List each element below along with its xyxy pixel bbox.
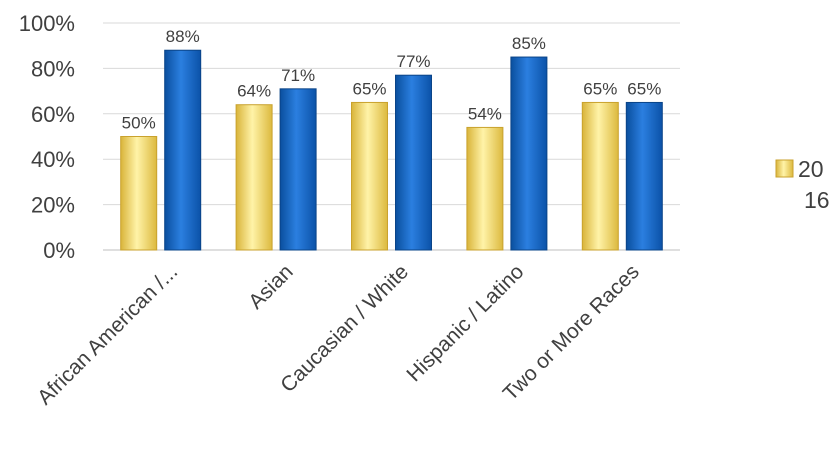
data-label: 65%	[583, 79, 617, 98]
y-tick-label: 60%	[31, 102, 75, 127]
x-category-label: Asian	[244, 260, 297, 313]
legend-text-line-1: 20	[798, 156, 824, 182]
y-tick-label: 40%	[31, 147, 75, 172]
y-axis: 0% 20% 40% 60% 80% 100%	[19, 11, 75, 263]
bar-series-2	[164, 49, 202, 251]
legend: 20 16	[775, 156, 830, 213]
x-category-label: Caucasian / White	[276, 260, 413, 397]
data-label: 64%	[237, 82, 271, 101]
y-tick-label: 100%	[19, 11, 75, 36]
y-tick-label: 20%	[31, 193, 75, 218]
bar-series-2	[510, 56, 548, 251]
data-label: 54%	[468, 104, 502, 123]
bars	[120, 49, 663, 251]
bar-series-1	[581, 101, 619, 251]
bar-series-2	[279, 88, 317, 251]
data-label: 77%	[396, 52, 430, 71]
y-tick-label: 0%	[43, 238, 75, 263]
data-label: 50%	[122, 114, 156, 133]
data-label: 65%	[352, 79, 386, 98]
legend-swatch-series-1	[775, 159, 794, 178]
data-label: 88%	[166, 27, 200, 46]
bar-series-1	[235, 104, 273, 251]
x-category-label: African American /...	[33, 260, 182, 409]
bar-series-1	[120, 136, 158, 251]
bar-series-2	[625, 101, 663, 251]
data-labels: 50% 88% 64% 71% 65% 77% 54% 85% 65% 65%	[122, 27, 662, 132]
data-label: 85%	[512, 34, 546, 53]
bar-series-1	[466, 126, 504, 251]
data-label: 65%	[627, 79, 661, 98]
bar-series-2	[395, 74, 432, 251]
legend-text-line-2: 16	[804, 187, 830, 213]
x-category-label: Hispanic / Latino	[402, 260, 528, 386]
y-tick-label: 80%	[31, 56, 75, 81]
data-label: 71%	[281, 66, 315, 85]
bar-series-1	[351, 101, 388, 251]
